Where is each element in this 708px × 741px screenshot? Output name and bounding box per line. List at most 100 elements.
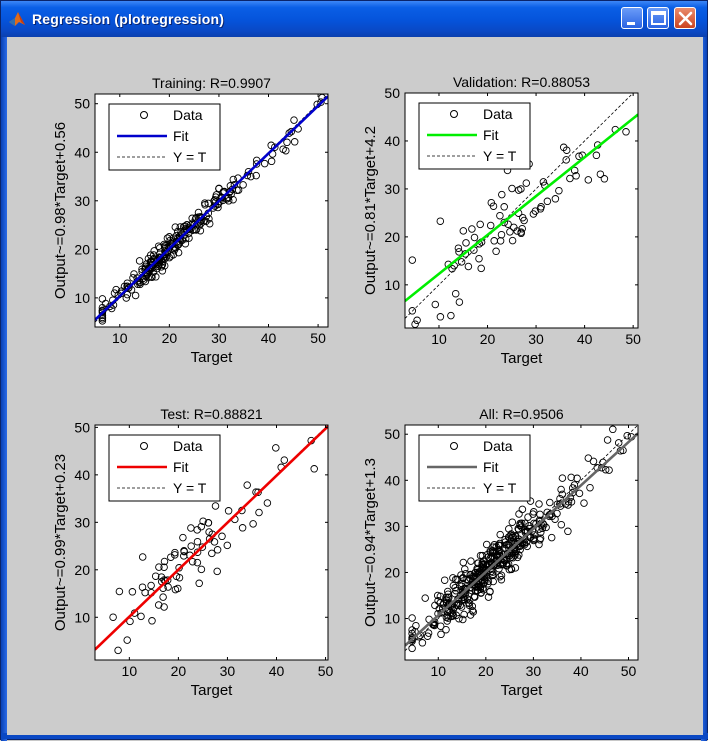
data-point: [442, 625, 450, 634]
fit-line: [405, 113, 638, 303]
data-point: [167, 553, 175, 561]
data-point: [443, 617, 451, 625]
data-point: [197, 565, 206, 574]
minimize-button[interactable]: [621, 7, 643, 29]
data-point: [459, 574, 467, 582]
data-point: [517, 228, 525, 236]
data-point: [205, 215, 213, 223]
data-point: [513, 227, 521, 235]
data-point: [580, 499, 588, 507]
data-point: [488, 571, 497, 580]
data-point: [477, 264, 485, 273]
plot-contents: [95, 425, 328, 655]
data-point: [283, 138, 291, 147]
data-point: [123, 279, 132, 287]
x-tick-label: 10: [431, 331, 447, 347]
data-point: [223, 541, 232, 550]
data-point: [160, 557, 169, 566]
x-tick-label: 30: [528, 331, 544, 347]
data-point: [193, 558, 202, 567]
data-point: [408, 307, 417, 315]
legend: Data Fit Y = T: [108, 103, 221, 171]
data-point: [495, 541, 503, 550]
plot-all: 10 20 30 40 50 10 20 30 40 50 All: R=0.9506 Target O…: [362, 406, 639, 699]
data-point: [500, 218, 508, 227]
data-point: [180, 552, 188, 560]
data-point: [504, 220, 512, 228]
data-point: [263, 499, 272, 507]
x-tick-label: 20: [162, 330, 178, 346]
data-point: [98, 303, 107, 312]
data-point: [138, 553, 147, 561]
data-point: [476, 220, 484, 229]
data-point: [592, 151, 601, 160]
maximize-icon: [651, 11, 666, 25]
data-point: [570, 481, 579, 489]
data-point: [155, 563, 163, 571]
data-point: [106, 302, 114, 311]
y-tick-label: 20: [74, 562, 90, 578]
data-point: [508, 184, 516, 193]
data-point: [436, 217, 445, 225]
data-point: [205, 535, 214, 543]
data-point: [239, 181, 247, 189]
data-point: [260, 159, 269, 168]
data-point: [460, 610, 468, 619]
data-point: [213, 546, 222, 554]
legend-ideal-label: Y = T: [483, 480, 517, 496]
data-point: [142, 272, 150, 281]
data-point: [243, 481, 251, 489]
data-point: [605, 466, 613, 474]
data-point: [160, 563, 168, 571]
data-point: [517, 519, 526, 527]
data-point: [623, 431, 631, 440]
data-point: [148, 617, 156, 625]
data-point: [556, 494, 564, 503]
axes-frame: [404, 424, 639, 661]
data-point: [179, 533, 187, 542]
data-point: [496, 237, 505, 245]
data-point: [176, 223, 185, 231]
x-axis-label: Target: [191, 682, 234, 699]
data-point: [557, 485, 565, 494]
data-point: [489, 577, 497, 586]
data-point: [573, 474, 581, 483]
legend: Data Fit Y = T: [418, 102, 531, 170]
fit-line: [405, 432, 638, 647]
data-point: [564, 527, 572, 536]
data-point: [159, 593, 167, 601]
data-point: [522, 179, 531, 187]
plot-title: Training: R=0.9907: [152, 75, 271, 91]
data-point: [455, 298, 464, 306]
data-point: [199, 517, 207, 525]
maximize-button[interactable]: [647, 7, 669, 29]
title-bar[interactable]: Regression (plotregression): [1, 1, 707, 37]
data-point: [193, 548, 202, 556]
data-point: [437, 630, 445, 639]
data-point: [449, 611, 457, 619]
data-point: [474, 559, 483, 567]
data-point: [229, 175, 238, 184]
data-point: [497, 575, 506, 584]
data-point: [252, 171, 260, 180]
data-point: [589, 457, 598, 466]
data-point: [505, 565, 514, 574]
data-point: [461, 565, 469, 573]
data-point: [483, 551, 491, 559]
window-border-left: [1, 37, 7, 741]
data-point: [193, 526, 201, 534]
data-point: [482, 540, 491, 549]
data-point: [151, 572, 160, 580]
window-border-bottom: [1, 733, 708, 739]
x-tick-label: 10: [122, 663, 138, 679]
data-point: [457, 258, 466, 266]
legend-data-marker: [140, 111, 148, 119]
close-button[interactable]: [674, 7, 696, 29]
axes-frame: [94, 424, 329, 661]
x-tick-label: 20: [171, 663, 187, 679]
y-tick-label: 50: [384, 85, 400, 101]
y-tick-label: 40: [384, 472, 400, 488]
data-point: [205, 219, 214, 228]
data-point: [421, 594, 429, 602]
data-point: [462, 239, 470, 247]
